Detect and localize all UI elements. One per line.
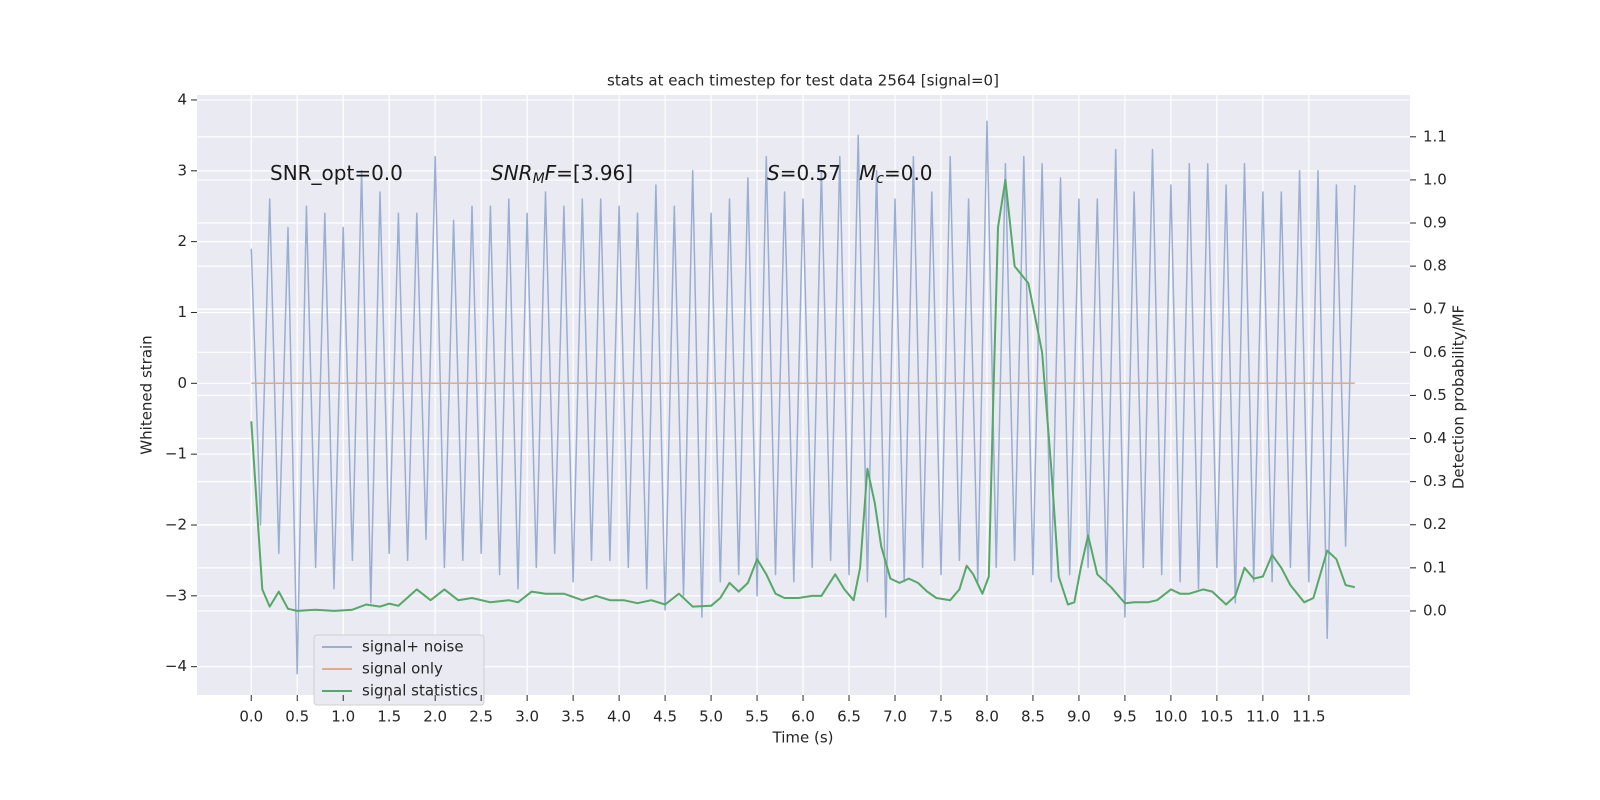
- y-tick-label: 4: [177, 90, 187, 108]
- y-axis-label: Whitened strain: [138, 335, 156, 454]
- annotation-text: M: [859, 161, 876, 185]
- x-tick-label: 3.0: [515, 708, 539, 726]
- x-tick-label: 1.0: [331, 708, 355, 726]
- y-tick-label: 2: [177, 232, 187, 250]
- y2-tick-label: 0.5: [1423, 386, 1447, 404]
- y-tick-label: 3: [177, 161, 187, 179]
- y2-tick-label: 0.8: [1423, 257, 1447, 275]
- y2-tick-label: 0.6: [1423, 343, 1447, 361]
- chart-title: stats at each timestep for test data 256…: [607, 72, 999, 90]
- legend-box: [313, 634, 485, 706]
- legend: signal+ noise signal only signal statistic…: [313, 634, 485, 706]
- x-axis-label: Time (s): [772, 729, 834, 747]
- y2-axis-label: Detection probability/MF: [1450, 305, 1468, 489]
- x-tick-label: 3.5: [561, 708, 585, 726]
- y2-tick-label: 0.7: [1423, 300, 1447, 318]
- x-tick-label: 8.0: [975, 708, 999, 726]
- y-tick-label: −1: [165, 445, 187, 463]
- y-tick-label: 1: [177, 303, 187, 321]
- annotation-text: SNR_opt=0.0: [270, 161, 403, 185]
- y2-tick-label: 1.0: [1423, 170, 1447, 188]
- annotation-text: F: [545, 161, 557, 185]
- x-tick-label: 6.0: [791, 708, 815, 726]
- x-tick-label: 4.5: [653, 708, 677, 726]
- y-tick-label: −4: [165, 657, 187, 675]
- x-tick-label: 9.0: [1067, 708, 1091, 726]
- annotation-text: S: [767, 161, 780, 185]
- x-tick-label: 5.5: [745, 708, 769, 726]
- x-tick-label: 11.5: [1292, 708, 1325, 726]
- x-tick-label: 7.5: [929, 708, 953, 726]
- annotation: Mc=0.0: [859, 161, 933, 188]
- x-tick-label: 2.5: [469, 708, 493, 726]
- x-tick-label: 8.5: [1021, 708, 1045, 726]
- x-tick-label: 5.0: [699, 708, 723, 726]
- x-tick-label: 0.0: [239, 708, 263, 726]
- y-tick-label: −3: [165, 586, 187, 604]
- annotation-subscript: M: [533, 171, 545, 187]
- annotation: S=0.57: [767, 161, 841, 185]
- y2-tick-label: 0.1: [1423, 558, 1447, 576]
- annotation: SNR_opt=0.0: [270, 161, 403, 185]
- x-tick-label: 10.0: [1154, 708, 1187, 726]
- legend-label: signal+ noise: [362, 638, 464, 656]
- series-line: [250, 178, 1356, 612]
- x-tick-label: 0.5: [285, 708, 309, 726]
- annotation-subscript: c: [876, 171, 884, 187]
- annotation: SNRMF=[3.96]: [491, 161, 633, 188]
- annotation-text: =[3.96]: [556, 161, 633, 185]
- y-tick-label: −2: [165, 515, 187, 533]
- series-line: [250, 120, 1356, 675]
- annotation-text: SNR: [491, 161, 533, 185]
- x-tick-label: 6.5: [837, 708, 861, 726]
- legend-label: signal statistics: [362, 682, 478, 700]
- y2-tick-label: 0.4: [1423, 429, 1447, 447]
- y-tick-label: 0: [177, 374, 187, 392]
- annotation-text: =0.57: [780, 161, 841, 185]
- x-tick-label: 10.5: [1200, 708, 1233, 726]
- y2-tick-label: 1.1: [1423, 127, 1447, 145]
- annotation-text: =0.0: [884, 161, 933, 185]
- y2-tick-label: 0.0: [1423, 601, 1447, 619]
- x-tick-label: 4.0: [607, 708, 631, 726]
- x-tick-label: 2.0: [423, 708, 447, 726]
- x-tick-label: 1.5: [377, 708, 401, 726]
- x-tick-label: 7.0: [883, 708, 907, 726]
- marks: [250, 120, 1356, 675]
- y2-tick-label: 0.9: [1423, 214, 1447, 232]
- x-tick-label: 11.0: [1246, 708, 1279, 726]
- x-tick-label: 9.5: [1113, 708, 1137, 726]
- y2-tick-label: 0.3: [1423, 472, 1447, 490]
- y2-tick-label: 0.2: [1423, 515, 1447, 533]
- legend-label: signal only: [362, 660, 443, 678]
